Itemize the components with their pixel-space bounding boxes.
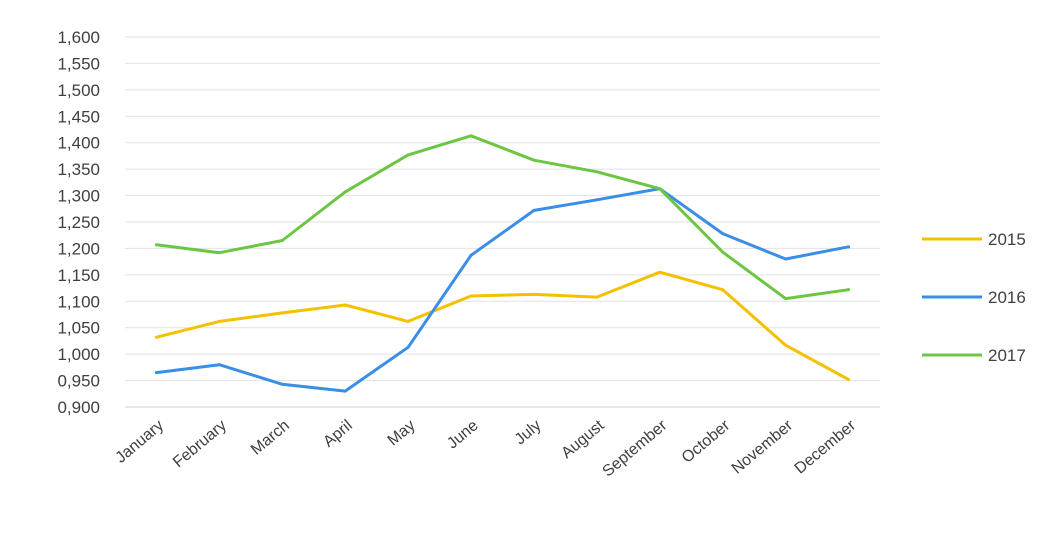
x-tick-label: February — [170, 417, 230, 471]
y-tick-label: 1,500 — [57, 81, 100, 100]
data-point-2015 — [469, 294, 473, 298]
data-point-2016 — [154, 371, 158, 375]
data-point-2016 — [784, 257, 788, 261]
data-point-2015 — [595, 295, 599, 299]
data-point-2017 — [406, 153, 410, 157]
x-tick-label: March — [248, 417, 293, 459]
data-point-2016 — [595, 198, 599, 202]
data-point-2015 — [343, 303, 347, 307]
data-point-2016 — [469, 253, 473, 257]
data-point-2017 — [532, 158, 536, 162]
legend-label: 2017 — [988, 346, 1026, 365]
data-point-2015 — [847, 378, 851, 382]
series-line-2015 — [155, 270, 850, 381]
data-point-2017 — [154, 243, 158, 247]
data-point-2015 — [217, 319, 221, 323]
y-tick-label: 1,350 — [57, 160, 100, 179]
data-point-2017 — [595, 170, 599, 174]
data-point-2016 — [343, 389, 347, 393]
data-point-2016 — [532, 208, 536, 212]
data-point-2016 — [847, 245, 851, 249]
series-line-2016 — [155, 187, 850, 393]
y-tick-label: 1,550 — [57, 54, 100, 73]
x-tick-label: November — [729, 417, 797, 478]
data-point-2017 — [217, 251, 221, 255]
data-point-2015 — [721, 288, 725, 292]
y-tick-label: 1,150 — [57, 266, 100, 285]
y-tick-label: 0,900 — [57, 398, 100, 417]
data-point-2015 — [406, 319, 410, 323]
x-axis: January February March April May June July Augu… — [112, 406, 880, 481]
data-point-2017 — [658, 187, 662, 191]
y-tick-label: 1,050 — [57, 319, 100, 338]
x-tick-label: July — [512, 417, 545, 448]
legend-label: 2015 — [988, 230, 1026, 249]
y-tick-label: 1,100 — [57, 292, 100, 311]
x-tick-label: January — [112, 417, 167, 467]
x-tick-label: October — [679, 417, 734, 467]
series-lines — [154, 134, 851, 393]
data-point-2017 — [721, 250, 725, 254]
data-point-2017 — [280, 239, 284, 242]
data-point-2016 — [217, 363, 221, 367]
y-tick-label: 1,400 — [57, 134, 100, 153]
data-point-2015 — [658, 270, 662, 274]
y-tick-label: 1,450 — [57, 107, 100, 126]
legend-label: 2016 — [988, 288, 1026, 307]
y-tick-label: 1,250 — [57, 213, 100, 232]
data-point-2016 — [721, 232, 725, 236]
data-point-2017 — [343, 190, 347, 194]
y-tick-label: 0,950 — [57, 372, 100, 391]
y-tick-label: 1,000 — [57, 345, 100, 364]
x-tick-label: December — [792, 417, 860, 478]
y-tick-label: 1,200 — [57, 239, 100, 258]
data-point-2015 — [532, 292, 536, 296]
x-tick-label: April — [320, 417, 355, 451]
data-point-2017 — [469, 134, 473, 138]
y-axis: 0,900 0,950 1,000 1,050 1,100 1,150 1,200 1,250… — [57, 28, 100, 417]
x-tick-label: September — [599, 417, 670, 481]
series-line-2017 — [155, 134, 850, 301]
x-tick-label: August — [558, 417, 608, 462]
data-point-2015 — [154, 335, 158, 339]
y-tick-label: 1,600 — [57, 28, 100, 47]
data-point-2015 — [280, 311, 284, 315]
x-tick-label: May — [385, 417, 419, 449]
data-point-2015 — [784, 343, 788, 347]
legend: 2015 2016 2017 — [922, 230, 1026, 365]
data-point-2017 — [784, 297, 788, 301]
data-point-2016 — [280, 382, 284, 386]
data-point-2016 — [406, 345, 410, 349]
y-tick-label: 1,300 — [57, 187, 100, 206]
data-point-2017 — [847, 288, 851, 292]
x-tick-label: June — [444, 417, 482, 452]
gridlines — [125, 36, 880, 408]
